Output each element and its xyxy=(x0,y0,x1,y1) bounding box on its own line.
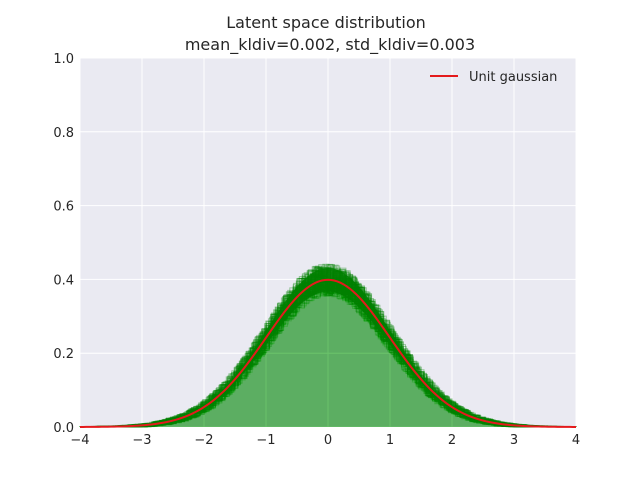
histogram-outline xyxy=(81,265,576,428)
y-tick-label: 0.8 xyxy=(53,126,74,141)
y-tick-label: 0.2 xyxy=(53,347,74,362)
histogram-outline xyxy=(80,277,576,428)
y-tick-label: 0.6 xyxy=(53,200,74,215)
chart-title: Latent space distribution xyxy=(226,13,426,32)
series-line-unit-gaussian xyxy=(79,278,577,428)
x-tick-label: 1 xyxy=(386,433,394,448)
y-tick-label: 1.0 xyxy=(53,52,74,67)
x-tick-label: −4 xyxy=(70,433,89,448)
histogram-outline xyxy=(79,276,577,428)
x-tick-label: 3 xyxy=(510,433,518,448)
x-tick-label: 0 xyxy=(324,433,332,448)
legend: Unit gaussian xyxy=(430,70,557,85)
series-layer xyxy=(79,278,577,428)
histogram-outline xyxy=(79,267,576,428)
histogram-outline xyxy=(82,279,576,428)
histogram-outline xyxy=(79,265,577,428)
x-tick-label: 2 xyxy=(448,433,456,448)
x-tick-label: 4 xyxy=(572,433,580,448)
x-axis-ticks: −4 −3 −2 −1 0 1 2 3 4 xyxy=(70,433,580,448)
x-tick-label: −3 xyxy=(132,433,151,448)
y-axis-ticks: 0.0 0.2 0.4 0.6 0.8 1.0 xyxy=(53,52,74,436)
y-tick-label: 0.0 xyxy=(53,421,74,436)
x-tick-label: −1 xyxy=(256,433,275,448)
x-tick-label: −2 xyxy=(194,433,213,448)
legend-label-unit-gaussian: Unit gaussian xyxy=(469,70,557,85)
grid xyxy=(79,57,577,428)
histogram-outline xyxy=(79,266,577,428)
chart-subtitle: mean_kldiv=0.002, std_kldiv=0.003 xyxy=(185,35,475,55)
y-tick-label: 0.4 xyxy=(53,273,74,288)
histogram-outline xyxy=(83,264,577,428)
